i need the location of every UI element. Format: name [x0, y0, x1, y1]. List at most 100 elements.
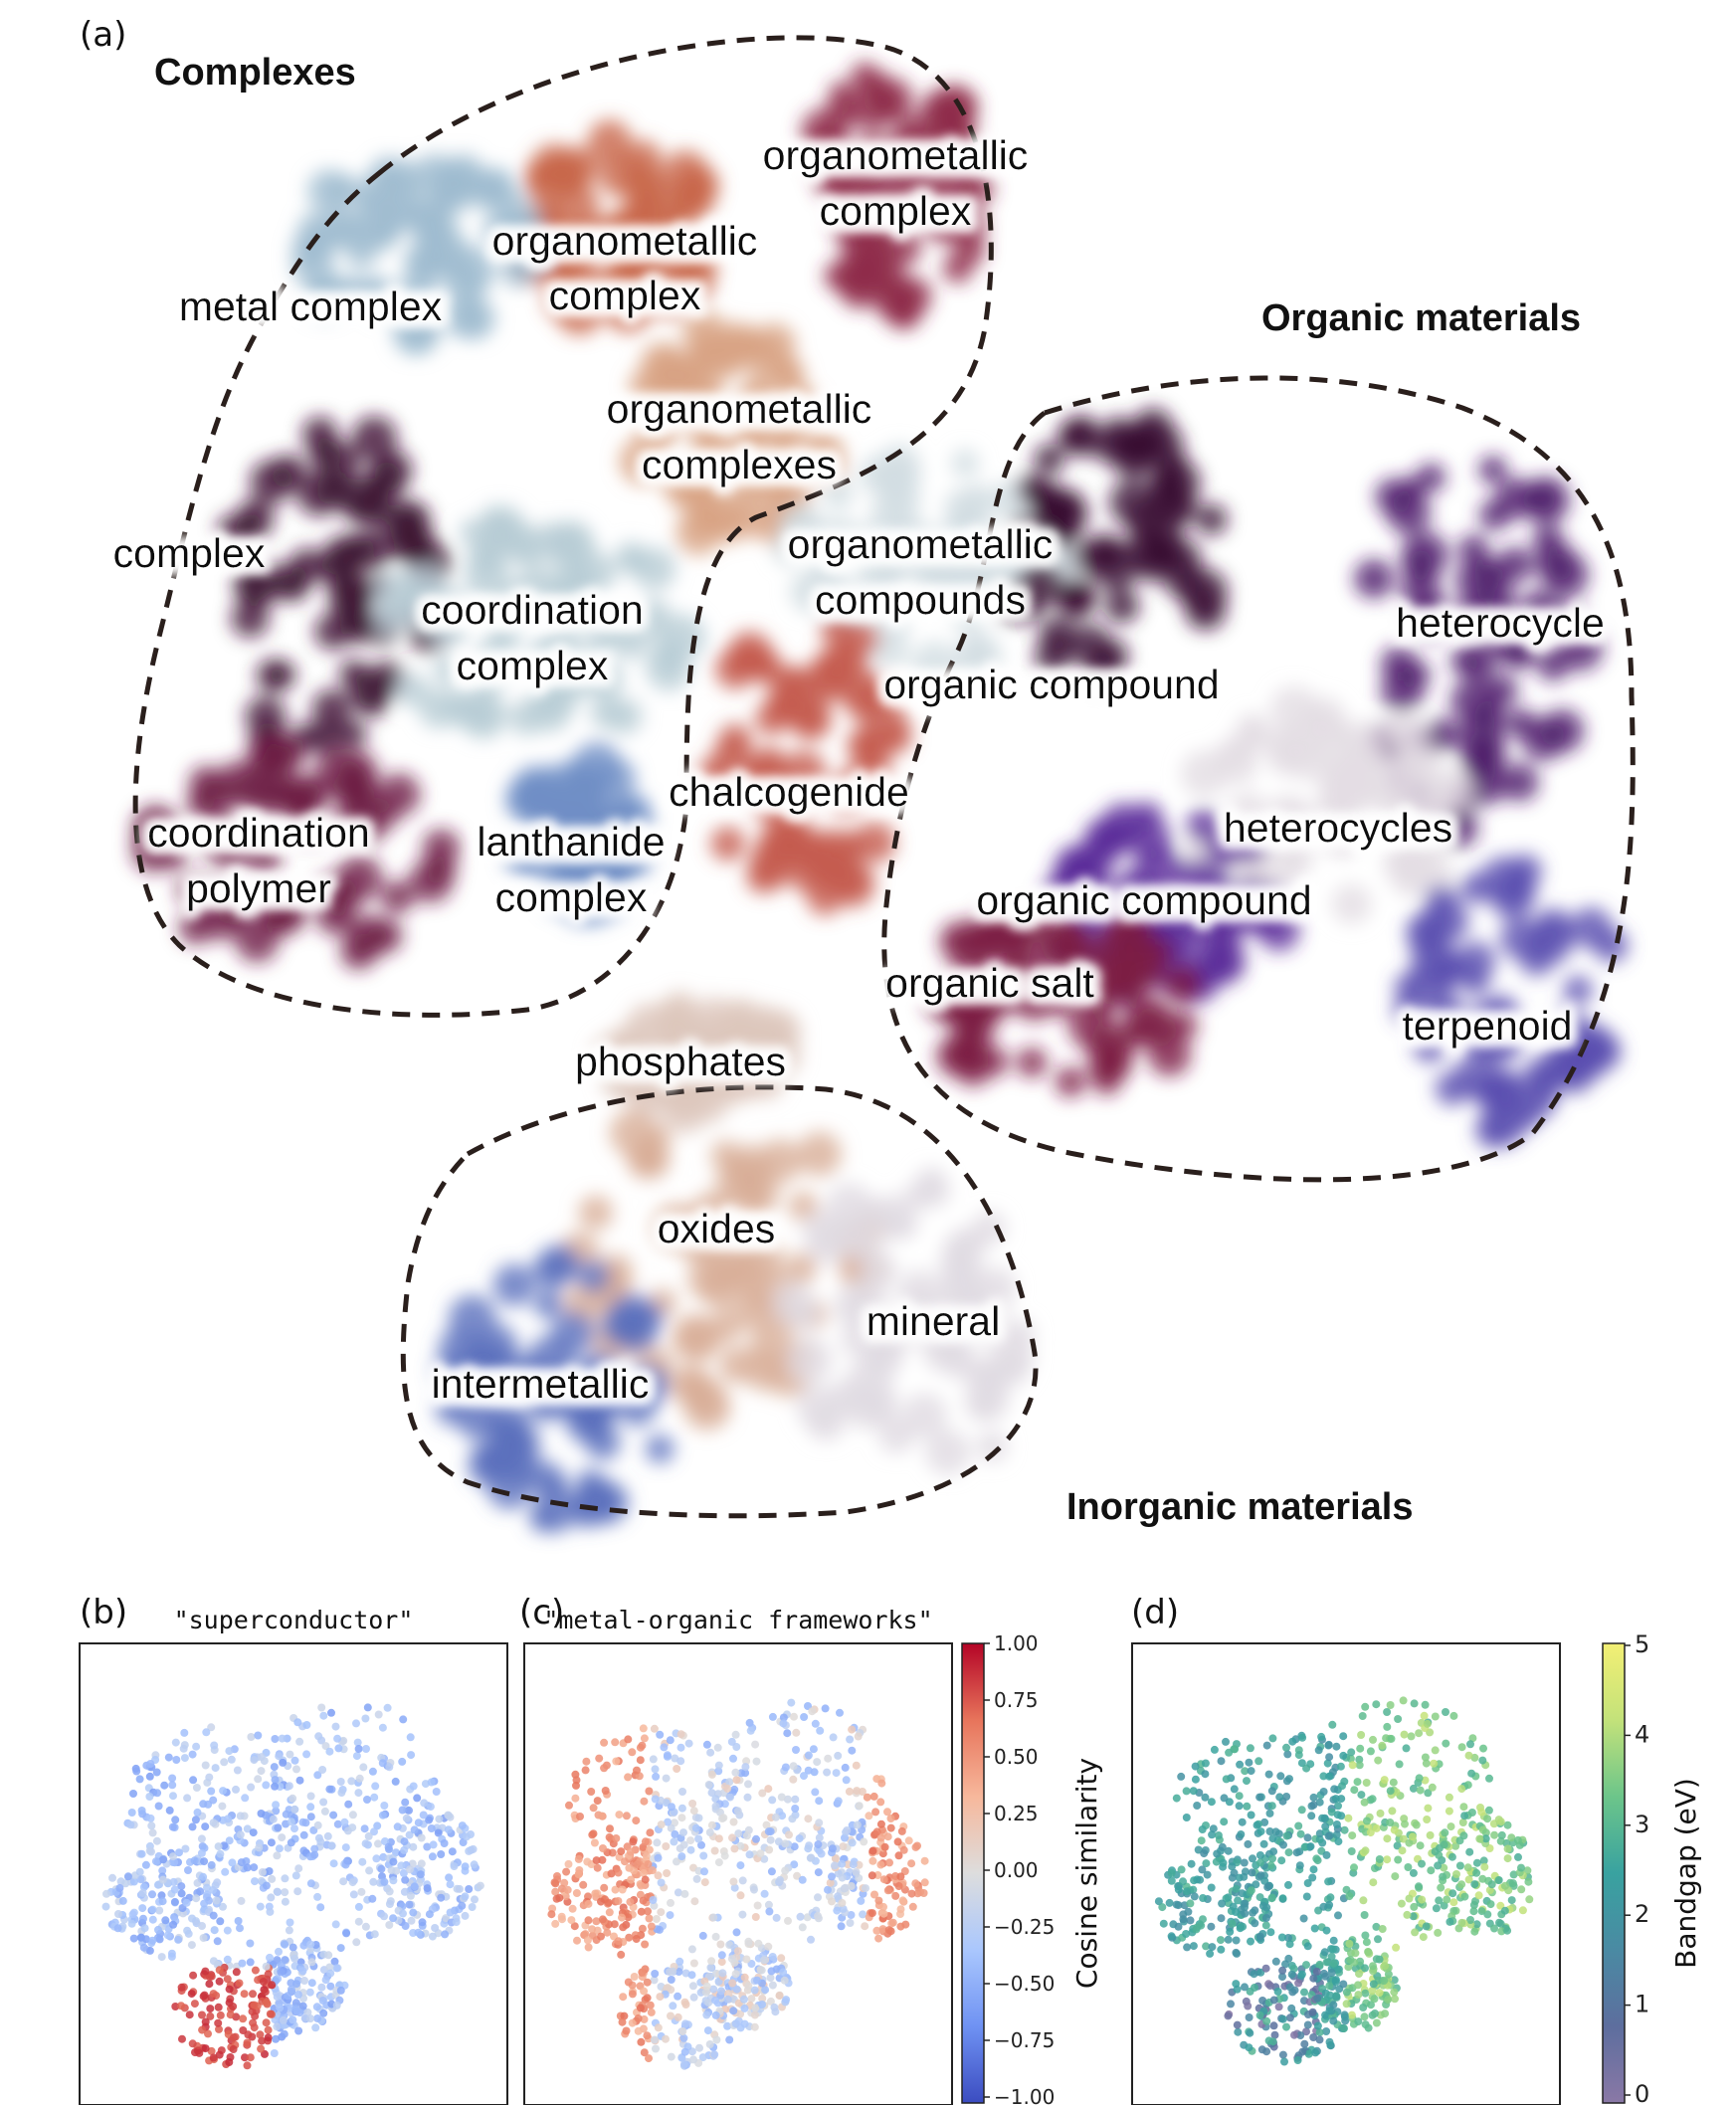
scatter-point [292, 1980, 300, 1989]
scatter-point [630, 1300, 664, 1334]
scatter-point [371, 1782, 380, 1791]
panel-d-tag: (d) [1131, 1593, 1179, 1632]
scatter-point [612, 1834, 621, 1842]
scatter-point [1460, 1812, 1469, 1820]
scatter-point [1230, 1785, 1239, 1794]
scatter-point [624, 1735, 633, 1744]
scatter-point [1233, 1985, 1242, 1994]
cluster-19 [433, 1244, 675, 1533]
scatter-point [198, 2025, 207, 2034]
scatter-point [887, 517, 935, 565]
scatter-point [896, 1905, 905, 1914]
scatter-point [752, 1834, 760, 1843]
scatter-point [1329, 1959, 1338, 1968]
scatter-point [401, 1798, 410, 1807]
scatter-point [461, 1862, 470, 1871]
scatter-point [278, 1734, 287, 1743]
scatter-point [1387, 1734, 1396, 1743]
scatter-point [1261, 1964, 1270, 1973]
scatter-point [1297, 1806, 1306, 1815]
scatter-point [101, 1902, 110, 1911]
scatter-point [1220, 1794, 1229, 1803]
scatter-point [361, 1922, 370, 1931]
scatter-point [633, 1860, 642, 1869]
scatter-point [210, 1741, 219, 1750]
scatter-point [355, 1774, 364, 1783]
scatter-point [1240, 1858, 1249, 1867]
scatter-point [614, 1897, 623, 1905]
scatter-point [351, 416, 398, 462]
scatter-point [214, 1842, 223, 1851]
scatter-point [441, 1930, 450, 1939]
scatter-point [690, 376, 725, 410]
scatter-point [1258, 1901, 1267, 1910]
scatter-point [215, 1966, 224, 1975]
scatter-point [557, 858, 587, 886]
scatter-point [692, 1874, 701, 1883]
scatter-point [352, 1719, 360, 1728]
scatter-point [302, 1750, 311, 1759]
scatter-point [306, 1803, 315, 1812]
scatter-point [337, 532, 375, 569]
scatter-point [115, 1884, 124, 1892]
scatter-point [201, 1761, 210, 1770]
scatter-point [380, 1912, 388, 1921]
scatter-point [867, 1319, 909, 1361]
scatter-point [1309, 1801, 1318, 1810]
scatter-point [161, 1916, 170, 1925]
scatter-point [1517, 1863, 1525, 1872]
scatter-point [1381, 1962, 1390, 1971]
scatter-point [257, 1767, 266, 1776]
scatter-point [621, 1857, 629, 1866]
scatter-point [289, 2015, 297, 2024]
scatter-point [1245, 1758, 1254, 1767]
scatter-point [732, 1928, 741, 1937]
scatter-point [781, 749, 827, 795]
scatter-point [1496, 1818, 1505, 1826]
scatter-point [374, 1839, 382, 1848]
scatter-point [1265, 1809, 1274, 1818]
scatter-point [704, 1999, 713, 2008]
scatter-point [460, 691, 507, 739]
scatter-point [465, 1885, 474, 1893]
scatter-point [756, 1966, 765, 1974]
scatter-point [1513, 1835, 1522, 1844]
scatter-point [871, 1808, 880, 1817]
scatter-point [1470, 1927, 1479, 1936]
panel-a-scatter [131, 62, 1629, 1533]
scatter-point [306, 1940, 315, 1949]
scatter-point [862, 1884, 869, 1893]
scatter-point [1055, 920, 1088, 955]
scatter-point [1241, 1983, 1249, 1992]
scatter-point [679, 2060, 688, 2069]
scatter-point [848, 1746, 857, 1755]
scatter-point [1362, 1779, 1371, 1787]
scatter-point [245, 695, 287, 737]
scatter-point [294, 2026, 303, 2035]
scatter-point [976, 1431, 1009, 1463]
scatter-point [667, 1976, 675, 1984]
scatter-point [1322, 1958, 1331, 1967]
scatter-point [582, 1757, 591, 1766]
scatter-point [168, 1822, 177, 1831]
scatter-point [1302, 1961, 1310, 1970]
scatter-point [294, 1864, 303, 1873]
scatter-point [710, 1140, 741, 1171]
scatter-point [1276, 798, 1317, 839]
scatter-point [680, 1889, 689, 1898]
scatter-point [764, 1827, 773, 1836]
scatter-point [614, 1937, 623, 1946]
scatter-point [588, 1830, 597, 1839]
scatter-point [836, 1708, 844, 1717]
scatter-point [832, 1769, 841, 1778]
scatter-point [518, 845, 552, 878]
cluster-label-organic-salt: organic salt [885, 960, 1094, 1006]
scatter-point [1309, 1865, 1318, 1874]
scatter-point [1479, 1744, 1487, 1753]
scatter-point [1348, 1831, 1357, 1840]
scatter-point [1500, 1906, 1509, 1915]
scatter-point [800, 1772, 808, 1781]
scatter-point [1148, 467, 1179, 496]
scatter-point [606, 1824, 614, 1833]
scatter-point [723, 1995, 732, 2004]
